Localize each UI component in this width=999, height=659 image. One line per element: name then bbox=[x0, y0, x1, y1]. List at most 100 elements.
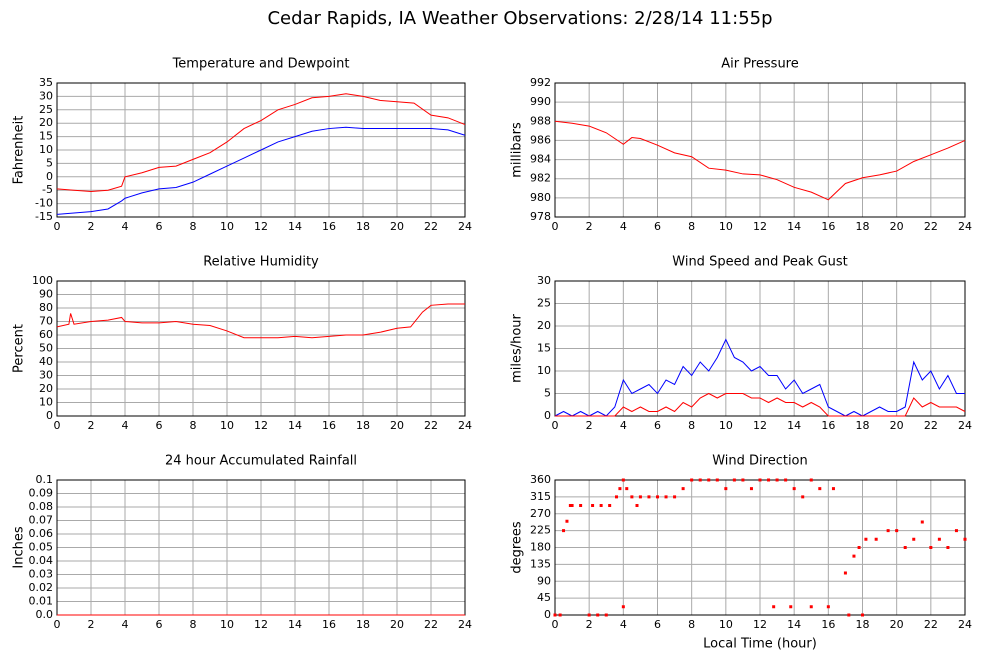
y-tick-label: -5 bbox=[42, 183, 53, 196]
data-point bbox=[562, 529, 566, 533]
y-axis-label: Percent bbox=[12, 324, 27, 373]
x-tick-label: 0 bbox=[552, 220, 559, 233]
x-tick-label: 6 bbox=[156, 618, 163, 631]
y-tick-label: 180 bbox=[530, 541, 551, 554]
x-tick-label: 10 bbox=[220, 220, 234, 233]
y-tick-label: 315 bbox=[530, 490, 551, 503]
page-title: Cedar Rapids, IA Weather Observations: 2… bbox=[267, 8, 772, 29]
x-tick-label: 22 bbox=[924, 618, 938, 631]
y-tick-label: 988 bbox=[530, 114, 551, 127]
data-point bbox=[784, 478, 788, 482]
x-tick-label: 18 bbox=[856, 220, 870, 233]
y-tick-label: 35 bbox=[39, 76, 53, 89]
x-tick-label: 10 bbox=[719, 419, 733, 432]
data-point bbox=[775, 478, 779, 482]
x-tick-label: 2 bbox=[88, 618, 95, 631]
x-tick-label: 20 bbox=[890, 419, 904, 432]
y-tick-label: 60 bbox=[39, 328, 53, 341]
x-tick-label: 22 bbox=[424, 419, 438, 432]
data-point bbox=[792, 487, 796, 491]
x-tick-label: 2 bbox=[88, 220, 95, 233]
y-tick-label: 990 bbox=[530, 95, 551, 108]
y-axis-label: miles/hour bbox=[510, 313, 525, 382]
y-tick-label: 30 bbox=[537, 274, 551, 287]
y-tick-label: 0 bbox=[544, 608, 551, 621]
data-point bbox=[656, 495, 659, 499]
x-tick-label: 12 bbox=[753, 220, 767, 233]
data-point bbox=[715, 478, 719, 482]
x-tick-label: 16 bbox=[821, 618, 835, 631]
x-tick-label: 12 bbox=[753, 618, 767, 631]
y-tick-label: 135 bbox=[530, 557, 551, 570]
data-line bbox=[554, 338, 965, 417]
x-tick-label: 14 bbox=[288, 419, 302, 432]
data-line bbox=[56, 93, 466, 193]
y-tick-label: 10 bbox=[537, 364, 551, 377]
x-tick-label: 16 bbox=[322, 618, 336, 631]
data-point bbox=[929, 546, 933, 549]
y-tick-label: 0.04 bbox=[29, 554, 54, 567]
x-tick-label: 12 bbox=[254, 618, 268, 631]
y-tick-label: 0.09 bbox=[29, 487, 54, 500]
x-tick-label: 8 bbox=[688, 220, 695, 233]
chart-title: Wind Direction bbox=[712, 454, 808, 469]
data-point bbox=[809, 478, 813, 482]
data-point bbox=[568, 504, 572, 507]
data-point bbox=[553, 613, 557, 617]
data-point bbox=[847, 613, 851, 617]
data-point bbox=[937, 537, 941, 541]
x-tick-label: 20 bbox=[890, 618, 904, 631]
x-tick-label: 22 bbox=[924, 220, 938, 233]
x-tick-label: 0 bbox=[54, 618, 61, 631]
x-tick-label: 6 bbox=[654, 618, 661, 631]
plot-frame bbox=[56, 82, 466, 218]
data-point bbox=[946, 546, 950, 549]
data-point bbox=[579, 504, 583, 507]
y-axis-label: Fahrenheit bbox=[12, 116, 27, 185]
data-point bbox=[638, 495, 642, 499]
y-tick-label: -10 bbox=[35, 197, 53, 210]
x-tick-label: 0 bbox=[54, 419, 61, 432]
x-tick-label: 20 bbox=[390, 419, 404, 432]
x-tick-label: 6 bbox=[654, 220, 661, 233]
data-point bbox=[818, 487, 822, 491]
y-tick-label: 5 bbox=[46, 156, 53, 169]
x-tick-label: 8 bbox=[688, 618, 695, 631]
data-point bbox=[895, 529, 899, 533]
y-tick-label: 50 bbox=[39, 342, 53, 355]
chart-title: Relative Humidity bbox=[203, 255, 319, 270]
x-tick-label: 20 bbox=[390, 220, 404, 233]
y-tick-label: 0 bbox=[46, 170, 53, 183]
y-tick-label: 0.0 bbox=[36, 608, 54, 621]
y-axis-label: millibars bbox=[510, 122, 525, 178]
x-tick-label: 24 bbox=[458, 220, 472, 233]
chart-title: Air Pressure bbox=[721, 57, 799, 72]
data-point bbox=[621, 478, 625, 482]
y-tick-label: 80 bbox=[39, 301, 53, 314]
y-tick-label: 20 bbox=[537, 319, 551, 332]
x-tick-label: 4 bbox=[620, 618, 627, 631]
y-tick-label: 15 bbox=[39, 130, 53, 143]
x-tick-label: 24 bbox=[958, 618, 972, 631]
data-point bbox=[591, 504, 595, 507]
data-point bbox=[625, 487, 629, 491]
y-tick-label: 20 bbox=[39, 382, 53, 395]
y-tick-label: 0.03 bbox=[29, 568, 54, 581]
x-tick-label: 22 bbox=[424, 618, 438, 631]
x-tick-label: 10 bbox=[719, 618, 733, 631]
y-tick-label: 0.07 bbox=[29, 514, 54, 527]
x-tick-label: 18 bbox=[856, 419, 870, 432]
x-tick-label: 16 bbox=[322, 220, 336, 233]
x-tick-label: 12 bbox=[753, 419, 767, 432]
data-point bbox=[864, 537, 868, 541]
chart-title: 24 hour Accumulated Rainfall bbox=[165, 454, 357, 469]
data-point bbox=[809, 605, 813, 609]
y-tick-label: 90 bbox=[39, 288, 53, 301]
x-tick-label: 14 bbox=[288, 618, 302, 631]
data-point bbox=[664, 495, 668, 499]
data-point bbox=[558, 613, 562, 617]
data-point bbox=[596, 613, 600, 617]
chart-title: Temperature and Dewpoint bbox=[172, 57, 350, 72]
data-point bbox=[587, 613, 591, 617]
data-point bbox=[912, 537, 916, 541]
